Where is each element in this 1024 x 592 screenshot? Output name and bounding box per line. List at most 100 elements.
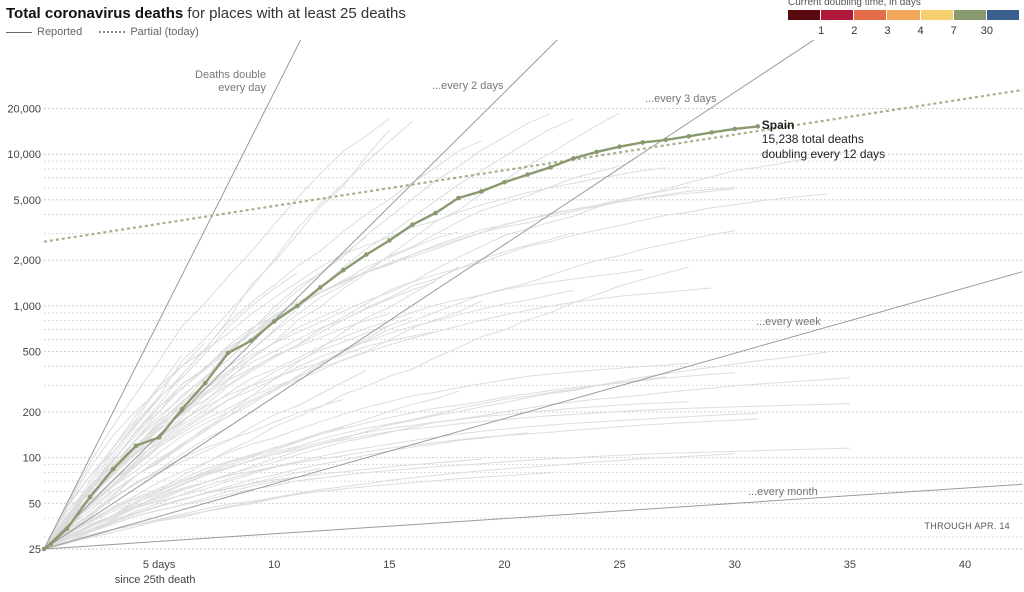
background-series-line [44,362,689,550]
x-tick-label: 35 [844,559,856,571]
background-series-line [44,490,321,550]
spain-label: Spain [762,118,795,132]
y-tick-label: 200 [23,407,41,419]
doubling-reference-line [44,271,1023,550]
spain-data-point [87,494,93,500]
spain-data-point [709,130,715,135]
background-series-line [44,476,298,550]
chart-title-bold: Total coronavirus deaths [6,5,184,22]
spain-annotation: 15,238 total deaths [762,132,864,146]
reference-line-label: ...every 2 days [432,80,504,92]
background-series-line [44,453,735,550]
spain-data-point [294,303,300,309]
spain-data-point [48,541,54,547]
legend-reported-label: Reported [37,26,83,38]
background-series-line [44,313,390,550]
background-series-line [44,372,735,550]
spain-data-point [479,189,484,194]
doubling-swatch-2 [854,10,887,20]
reference-line-label-text: every day [218,82,266,94]
background-series-line [44,413,758,550]
spain-data-point [271,319,277,324]
doubling-scale-labels: 1 2 3 4 7 30 [788,25,1020,37]
x-tick-label: 25 [614,559,626,571]
background-series-line [44,468,321,550]
y-tick-label: 25 [29,544,41,556]
doubling-time-legend: Current doubling time, in days 1 2 3 4 7 30 [788,0,1020,37]
spain-data-point [202,380,208,386]
spain-data-point [456,195,461,201]
background-series-line [44,287,712,550]
background-series-line [44,418,758,550]
spain-data-point [640,140,645,145]
doubling-reference-line [44,40,815,550]
through-date-label: THROUGH APR. 14 [924,521,1010,531]
x-tick-label: 10 [268,559,280,571]
spain-data-point [686,134,691,139]
background-series-line [44,432,528,550]
spain-data-point [41,546,47,552]
y-tick-label: 10,000 [7,149,41,161]
background-series-line [44,266,459,550]
background-series-line [44,316,413,550]
spain-data-point [110,466,116,472]
background-series-line [44,458,482,550]
spain-data-point [387,238,392,243]
reference-line-label: ...every week [756,316,821,328]
background-series-line [44,236,367,550]
background-series-line [44,447,850,550]
background-series-line [44,377,850,550]
doubling-swatch-3 [887,10,920,20]
background-series-line [44,113,551,550]
reference-line-label: ...every 3 days [645,93,717,105]
spain-partial-line [43,88,1023,243]
y-tick-label: 100 [23,453,41,465]
x-tick-label: 20 [498,559,510,571]
background-series-line [44,186,689,550]
spain-data-point [571,156,576,161]
y-tick-label: 500 [23,347,41,359]
background-series-line [44,307,344,550]
spain-data-point [663,137,668,143]
background-series-line [44,342,206,550]
spain-data-point [525,172,530,177]
doubling-label: 4 [917,25,924,37]
background-series-line [44,401,689,550]
background-series-group [44,112,850,550]
chart-title-rest: for places with at least 25 deaths [183,5,406,22]
doubling-reference-line [44,483,1023,550]
reference-line-label: Deaths double every day [195,69,266,94]
doubling-color-scale [788,10,1020,20]
background-series-line [44,118,390,550]
spain-annotation: doubling every 12 days [762,147,885,161]
spain-data-point [133,443,139,448]
reference-line-label-text: ...every 3 days [645,93,717,105]
reference-line-label-text: ...every week [756,316,821,328]
background-series-line [44,167,666,550]
y-tick-label: 50 [29,498,41,510]
background-series-line [44,427,229,550]
background-series-line [44,426,344,550]
doubling-label: 30 [980,25,993,37]
spain-data-point [64,526,70,532]
background-series-line [44,151,850,550]
spain-data-point [179,406,185,412]
background-series-line [44,376,666,550]
reference-lines-group [44,40,1023,550]
doubling-label: 1 [818,25,825,37]
spain-data-point [410,222,415,227]
background-series-line [44,112,620,550]
spain-data-point [341,267,346,273]
x-tick-label: 30 [729,559,741,571]
doubling-reference-line [44,40,302,550]
doubling-swatch-0 [788,10,821,20]
x-tick-label: 15 [383,559,395,571]
x-tick-label: 5 days [143,559,176,571]
reported-line-swatch [6,31,32,33]
spain-data-point [364,252,369,257]
doubling-label: 7 [950,25,957,37]
y-tick-label: 2,000 [13,255,41,267]
x-axis-label: since 25th death [115,574,196,586]
spain-data-point [594,149,599,155]
